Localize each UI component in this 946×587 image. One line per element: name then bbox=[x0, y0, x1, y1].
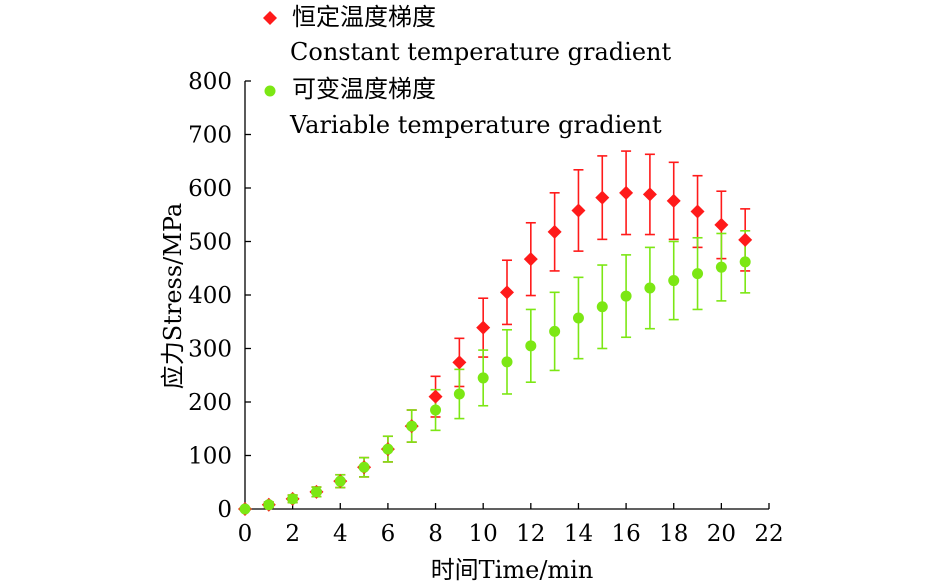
y-axis-title: 应力Stress/MPa bbox=[159, 203, 187, 389]
legend-label-constant-cn: 恒定温度梯度 bbox=[292, 3, 436, 31]
data-point-constant bbox=[571, 203, 586, 218]
data-point-constant bbox=[547, 224, 562, 239]
legend-marker-variable bbox=[264, 85, 276, 97]
y-tick-label: 300 bbox=[188, 337, 232, 363]
data-point-constant bbox=[500, 285, 514, 300]
x-axis-title: 时间Time/min bbox=[431, 556, 594, 584]
x-tick-label: 10 bbox=[469, 521, 498, 547]
data-point-constant bbox=[595, 190, 610, 205]
y-tick-label: 0 bbox=[217, 497, 232, 523]
data-point-variable bbox=[477, 372, 489, 384]
legend bbox=[263, 11, 277, 97]
x-tick-label: 16 bbox=[611, 521, 640, 547]
data-point-variable bbox=[358, 461, 370, 473]
data-point-variable bbox=[334, 475, 346, 487]
x-tick-label: 8 bbox=[428, 521, 443, 547]
x-tick-label: 0 bbox=[238, 521, 253, 547]
data-point-constant bbox=[523, 252, 538, 267]
data-point-constant bbox=[476, 320, 491, 335]
ticks: 0 2 4 6 8 10 12 14 16 18 20 22 0 100 200 300 400 500 600 70… bbox=[188, 69, 784, 547]
legend-label-variable-cn: 可变温度梯度 bbox=[292, 75, 436, 103]
data-point-constant bbox=[738, 232, 753, 247]
data-point-constant bbox=[714, 217, 729, 232]
data-point-variable bbox=[596, 301, 608, 313]
data-point-variable bbox=[644, 282, 656, 294]
data-point-variable bbox=[430, 404, 442, 416]
legend-entry-variable: 可变温度梯度 Variable temperature gradient bbox=[289, 75, 662, 139]
data-point-constant bbox=[642, 187, 657, 202]
data-point-constant bbox=[428, 389, 443, 404]
data-point-variable bbox=[715, 261, 727, 273]
data-point-variable bbox=[525, 340, 537, 352]
y-tick-label: 500 bbox=[188, 230, 232, 256]
data-point-constant bbox=[452, 355, 467, 370]
data-point-variable bbox=[263, 499, 275, 511]
y-tick-label: 200 bbox=[188, 390, 232, 416]
x-tick-label: 18 bbox=[659, 521, 688, 547]
data-point-variable bbox=[310, 486, 322, 498]
y-tick-label: 100 bbox=[188, 444, 232, 470]
x-tick-label: 6 bbox=[381, 521, 396, 547]
data-point-variable bbox=[549, 325, 561, 337]
data-point-variable bbox=[501, 356, 513, 368]
legend-label-constant-en: Constant temperature gradient bbox=[290, 38, 671, 66]
data-point-constant bbox=[619, 185, 634, 200]
y-tick-label: 600 bbox=[188, 176, 232, 202]
x-tick-label: 2 bbox=[285, 521, 300, 547]
legend-label-variable-en: Variable temperature gradient bbox=[289, 111, 662, 139]
data-point-variable bbox=[692, 268, 704, 280]
legend-marker-constant bbox=[263, 11, 277, 25]
data-point-variable bbox=[453, 388, 465, 400]
y-tick-label: 700 bbox=[188, 123, 232, 149]
x-tick-label: 20 bbox=[707, 521, 736, 547]
data-point-variable bbox=[406, 420, 418, 432]
data-point-variable bbox=[620, 290, 632, 302]
x-tick-label: 22 bbox=[754, 521, 783, 547]
data-point-constant bbox=[690, 204, 705, 219]
data-point-variable bbox=[287, 493, 299, 505]
x-tick-label: 4 bbox=[333, 521, 348, 547]
data-point-variable bbox=[239, 503, 251, 515]
data-point-variable bbox=[739, 256, 751, 268]
data-point-variable bbox=[572, 312, 584, 324]
data-point-variable bbox=[668, 275, 680, 287]
y-tick-label: 400 bbox=[188, 283, 232, 309]
y-tick-label: 800 bbox=[188, 69, 232, 95]
x-tick-label: 12 bbox=[516, 521, 545, 547]
legend-entry-constant: 恒定温度梯度 Constant temperature gradient bbox=[290, 3, 671, 66]
data-point-variable bbox=[382, 443, 394, 455]
data-point-constant bbox=[666, 193, 681, 208]
data-markers bbox=[238, 185, 753, 516]
x-tick-label: 14 bbox=[564, 521, 593, 547]
